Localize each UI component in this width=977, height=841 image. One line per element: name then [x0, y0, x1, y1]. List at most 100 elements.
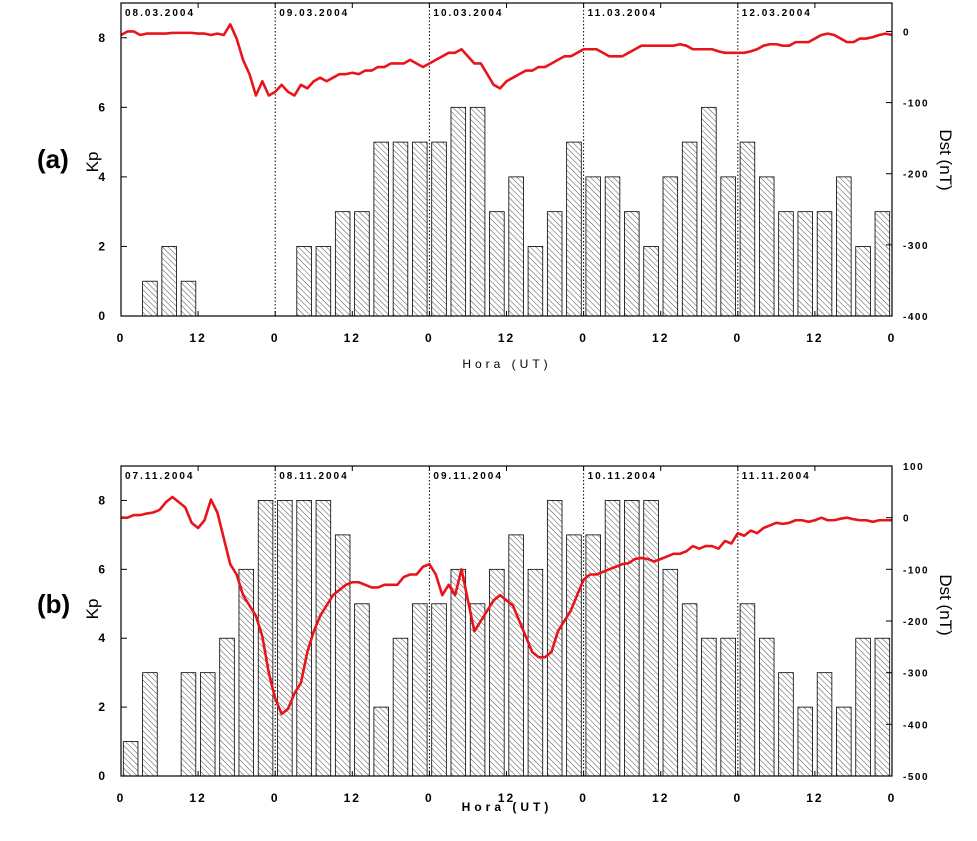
- y-tick-label-right: 100: [903, 462, 924, 473]
- date-label: 09.03.2004: [279, 8, 349, 19]
- chart-panel-a: (a) Kp Dst (nT) Hora (UT) 08.03.2004 09.0…: [37, 2, 955, 371]
- panel-label: (b): [37, 589, 70, 619]
- x-tick-label: 12: [498, 791, 515, 805]
- kp-bar: [296, 246, 312, 317]
- kp-bar: [797, 211, 813, 317]
- kp-bar: [373, 141, 389, 317]
- x-tick-label: 12: [652, 791, 669, 805]
- dst-line: [121, 495, 892, 716]
- kp-bar: [758, 637, 775, 777]
- y-axis-left-label: Kp: [83, 599, 102, 620]
- x-tick-label: 0: [733, 791, 742, 805]
- x-axis-label: Hora (UT): [462, 357, 551, 371]
- kp-bar: [855, 637, 871, 777]
- kp-bar: [662, 568, 679, 777]
- plot-frame: [120, 2, 893, 317]
- x-tick-label: 0: [271, 331, 280, 345]
- y-tick-label-right: -100: [903, 565, 929, 576]
- date-label: 09.11.2004: [433, 471, 503, 482]
- kp-bar: [354, 603, 370, 777]
- kp-bar: [662, 176, 679, 317]
- date-label: 08.03.2004: [125, 8, 195, 19]
- y-tick-label-left: 8: [98, 31, 107, 45]
- y-tick-label-left: 0: [98, 309, 107, 323]
- kp-bar: [701, 637, 717, 777]
- x-tick-label: 0: [579, 331, 588, 345]
- kp-bar: [392, 141, 409, 317]
- kp-bar: [315, 500, 332, 777]
- kp-bar: [566, 141, 582, 317]
- x-tick-label: 12: [344, 331, 361, 345]
- kp-bar: [354, 211, 370, 317]
- y-tick-label-right: -200: [903, 617, 929, 628]
- kp-bar: [816, 672, 833, 777]
- dst-line: [120, 23, 893, 97]
- x-tick-label: 12: [189, 331, 206, 345]
- kp-bar: [180, 672, 197, 777]
- kp-bar: [681, 603, 698, 777]
- kp-bar: [161, 246, 177, 317]
- x-tick-label: 12: [806, 791, 823, 805]
- kp-bar: [508, 534, 524, 777]
- kp-bar: [874, 211, 891, 317]
- y-tick-label-right: -200: [903, 170, 929, 181]
- kp-bar: [450, 106, 467, 317]
- kp-bar: [219, 637, 235, 777]
- x-tick-label: 0: [117, 331, 126, 345]
- chart-panel-b: (b) Kp Dst (nT) Hora (UT) 07.11.2004 08.1…: [37, 462, 955, 814]
- kp-bar: [180, 280, 197, 317]
- kp-bar: [489, 211, 505, 317]
- y-tick-label-left: 0: [98, 769, 107, 783]
- kp-bar: [720, 637, 736, 777]
- y-axis-left-label: Kp: [83, 152, 102, 173]
- kp-bar: [585, 176, 601, 317]
- x-tick-label: 0: [888, 331, 897, 345]
- kp-bar: [142, 280, 158, 317]
- kp-bar: [758, 176, 775, 317]
- date-label: 08.11.2004: [279, 471, 349, 482]
- y-tick-label-left: 4: [98, 170, 107, 184]
- kp-bar: [412, 141, 428, 317]
- kp-bar: [142, 672, 158, 777]
- kp-bar: [527, 246, 544, 317]
- y-tick-label-right: -300: [903, 669, 929, 680]
- x-tick-label: 0: [888, 791, 897, 805]
- kp-bar: [431, 141, 447, 317]
- plot-area: 08.03.2004 09.03.2004 10.03.2004 11.03.2004…: [98, 2, 929, 345]
- kp-bar: [296, 500, 312, 777]
- x-tick-label: 0: [579, 791, 588, 805]
- kp-bar: [701, 106, 717, 317]
- kp-bar: [334, 211, 351, 317]
- kp-bar: [431, 603, 447, 777]
- kp-bar: [624, 211, 640, 317]
- kp-bar: [469, 106, 486, 317]
- y-tick-label-right: -400: [903, 312, 929, 323]
- date-label: 11.11.2004: [742, 471, 811, 482]
- kp-bar: [855, 246, 871, 317]
- kp-bar: [604, 500, 621, 777]
- y-tick-label-right: -100: [903, 99, 929, 110]
- kp-bar: [392, 637, 409, 777]
- y-tick-label-right: -300: [903, 241, 929, 252]
- x-tick-label: 12: [652, 331, 669, 345]
- kp-bar: [469, 603, 486, 777]
- kp-bar: [585, 534, 601, 777]
- date-label: 12.03.2004: [742, 8, 812, 19]
- plot-frame: [120, 465, 893, 777]
- kp-bar: [604, 176, 621, 317]
- kp-bar: [816, 211, 833, 317]
- kp-bar: [200, 672, 216, 777]
- kp-bar: [643, 246, 659, 317]
- kp-bar: [373, 706, 389, 777]
- y-tick-label-right: 0: [903, 514, 910, 525]
- x-tick-label: 0: [425, 791, 434, 805]
- x-tick-label: 0: [271, 791, 280, 805]
- x-tick-label: 12: [498, 331, 515, 345]
- y-tick-label-left: 2: [98, 239, 107, 253]
- y-tick-label-right: -500: [903, 772, 929, 783]
- date-label: 10.03.2004: [433, 8, 503, 19]
- kp-bar: [508, 176, 524, 317]
- kp-bar: [836, 176, 852, 317]
- y-tick-label-left: 8: [98, 493, 107, 507]
